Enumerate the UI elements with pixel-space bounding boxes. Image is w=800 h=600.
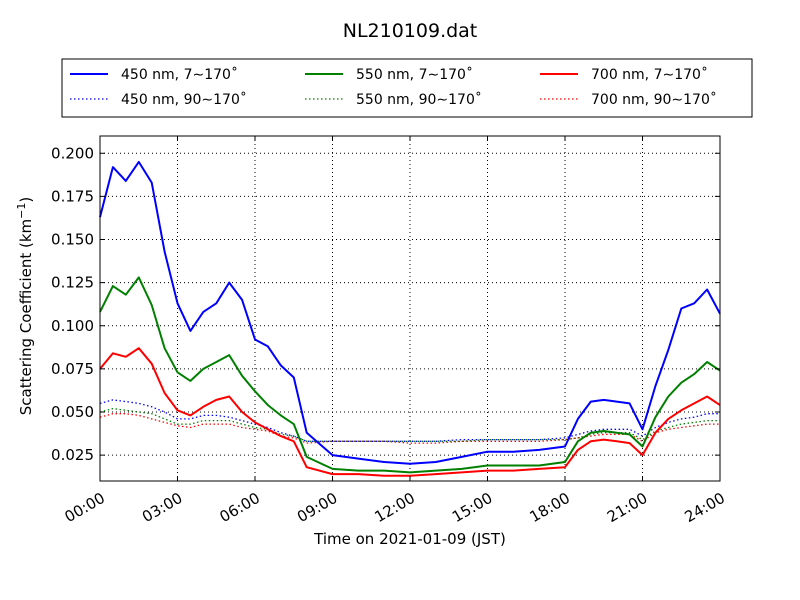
series-line <box>99 413 720 444</box>
y-tick-label: 0.100 <box>51 317 94 335</box>
legend-label: 700 nm, 90∼170˚ <box>591 91 717 108</box>
legend-label: 450 nm, 90∼170˚ <box>121 91 247 108</box>
x-tick-label: 09:00 <box>294 489 340 526</box>
series-line <box>99 276 721 474</box>
chart-title: NL210109.dat <box>343 20 478 42</box>
x-tick-label: 21:00 <box>604 489 650 526</box>
legend: 450 nm, 7∼170˚ 550 nm, 7∼170˚ 700 nm, 7∼17… <box>61 58 753 118</box>
series-line <box>99 407 720 442</box>
y-tick-label: 0.025 <box>51 446 94 464</box>
legend-label: 550 nm, 7∼170˚ <box>356 66 473 83</box>
series-line <box>99 399 720 442</box>
y-tick-label: 0.075 <box>51 360 94 378</box>
x-tick-label: 15:00 <box>449 489 495 526</box>
grid <box>100 136 720 481</box>
y-tick-label: 0.150 <box>51 231 94 249</box>
series-line <box>99 160 721 465</box>
y-axis-label-sup: −1 <box>15 203 28 219</box>
y-axis-label: Scattering Coefficient (km−1) <box>15 197 35 416</box>
legend-label: 550 nm, 90∼170˚ <box>356 91 482 108</box>
y-axis-label-main: Scattering Coefficient (km <box>17 219 35 415</box>
x-axis-label: Time on 2021-01-09 (JST) <box>313 530 506 548</box>
y-tick-label: 0.125 <box>51 274 94 292</box>
series-line <box>99 347 721 477</box>
legend-label: 700 nm, 7∼170˚ <box>591 66 708 83</box>
series-layer <box>99 160 721 477</box>
x-tick-label: 03:00 <box>139 489 185 526</box>
legend-box <box>61 58 753 118</box>
x-tick-label: 24:00 <box>682 489 728 526</box>
x-tick-label: 06:00 <box>217 489 263 526</box>
legend-label: 450 nm, 7∼170˚ <box>121 66 238 83</box>
x-ticks: 00:00 03:00 06:00 09:00 12:00 15:00 18:00 21:00… <box>62 136 728 526</box>
y-ticks: 0.025 0.050 0.075 0.100 0.125 0.150 0.175 0.200 <box>51 144 720 464</box>
y-axis-label-close: ) <box>17 197 35 203</box>
y-tick-label: 0.200 <box>51 144 94 162</box>
x-tick-label: 00:00 <box>62 489 108 526</box>
x-tick-label: 12:00 <box>372 489 418 526</box>
x-tick-label: 18:00 <box>527 489 573 526</box>
y-tick-label: 0.050 <box>51 403 94 421</box>
y-tick-label: 0.175 <box>51 187 94 205</box>
